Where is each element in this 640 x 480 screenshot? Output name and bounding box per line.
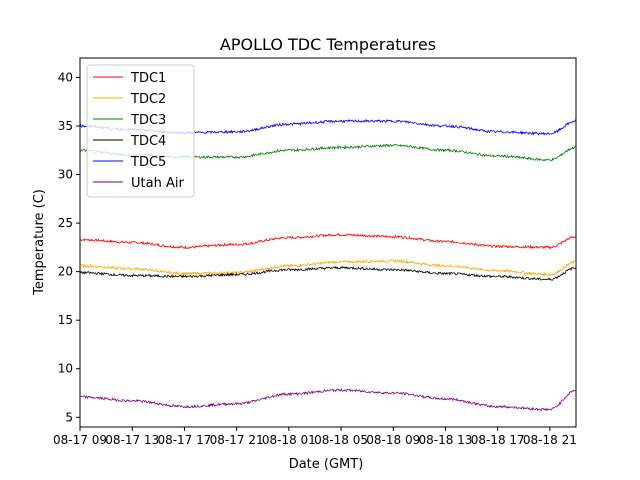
y-tick-label: 30 <box>58 168 73 182</box>
chart-title: APOLLO TDC Temperatures <box>220 35 436 54</box>
x-tick-label: 08-18 05 <box>314 433 368 447</box>
y-tick-label: 40 <box>58 70 73 84</box>
x-tick-label: 08-17 17 <box>157 433 211 447</box>
y-axis: 5 10 15 20 25 30 35 40 <box>58 70 80 424</box>
x-tick-label: 08-18 17 <box>471 433 525 447</box>
x-tick-label: 08-17 09 <box>53 433 107 447</box>
legend-label: TDC4 <box>130 134 166 149</box>
legend: TDC1 TDC2 TDC3 TDC4 TDC5 Utah Air <box>86 64 195 198</box>
legend-label: TDC5 <box>130 155 166 170</box>
series-layer <box>79 119 577 412</box>
y-tick-label: 5 <box>65 410 73 424</box>
x-tick-label: 08-18 09 <box>366 433 420 447</box>
series-line-tdc2 <box>79 259 577 277</box>
legend-label: Utah Air <box>131 176 184 191</box>
legend-label: TDC2 <box>130 92 166 107</box>
x-tick-label: 08-18 21 <box>523 433 577 447</box>
x-tick-label: 08-18 13 <box>418 433 472 447</box>
y-tick-label: 35 <box>58 119 73 133</box>
y-tick-label: 15 <box>58 313 73 327</box>
legend-label: TDC1 <box>130 71 166 86</box>
y-tick-label: 10 <box>58 362 73 376</box>
legend-label: TDC3 <box>130 113 166 128</box>
series-line-utah-air <box>79 387 577 412</box>
series-line-tdc1 <box>79 232 577 250</box>
y-axis-label: Temperature (C) <box>32 189 47 296</box>
x-tick-label: 08-17 13 <box>105 433 159 447</box>
y-tick-label: 20 <box>58 265 73 279</box>
series-line-tdc4 <box>79 265 577 281</box>
x-axis-label: Date (GMT) <box>289 457 364 472</box>
x-tick-label: 08-17 21 <box>210 433 264 447</box>
x-tick-label: 08-18 01 <box>262 433 316 447</box>
y-tick-label: 25 <box>58 216 73 230</box>
